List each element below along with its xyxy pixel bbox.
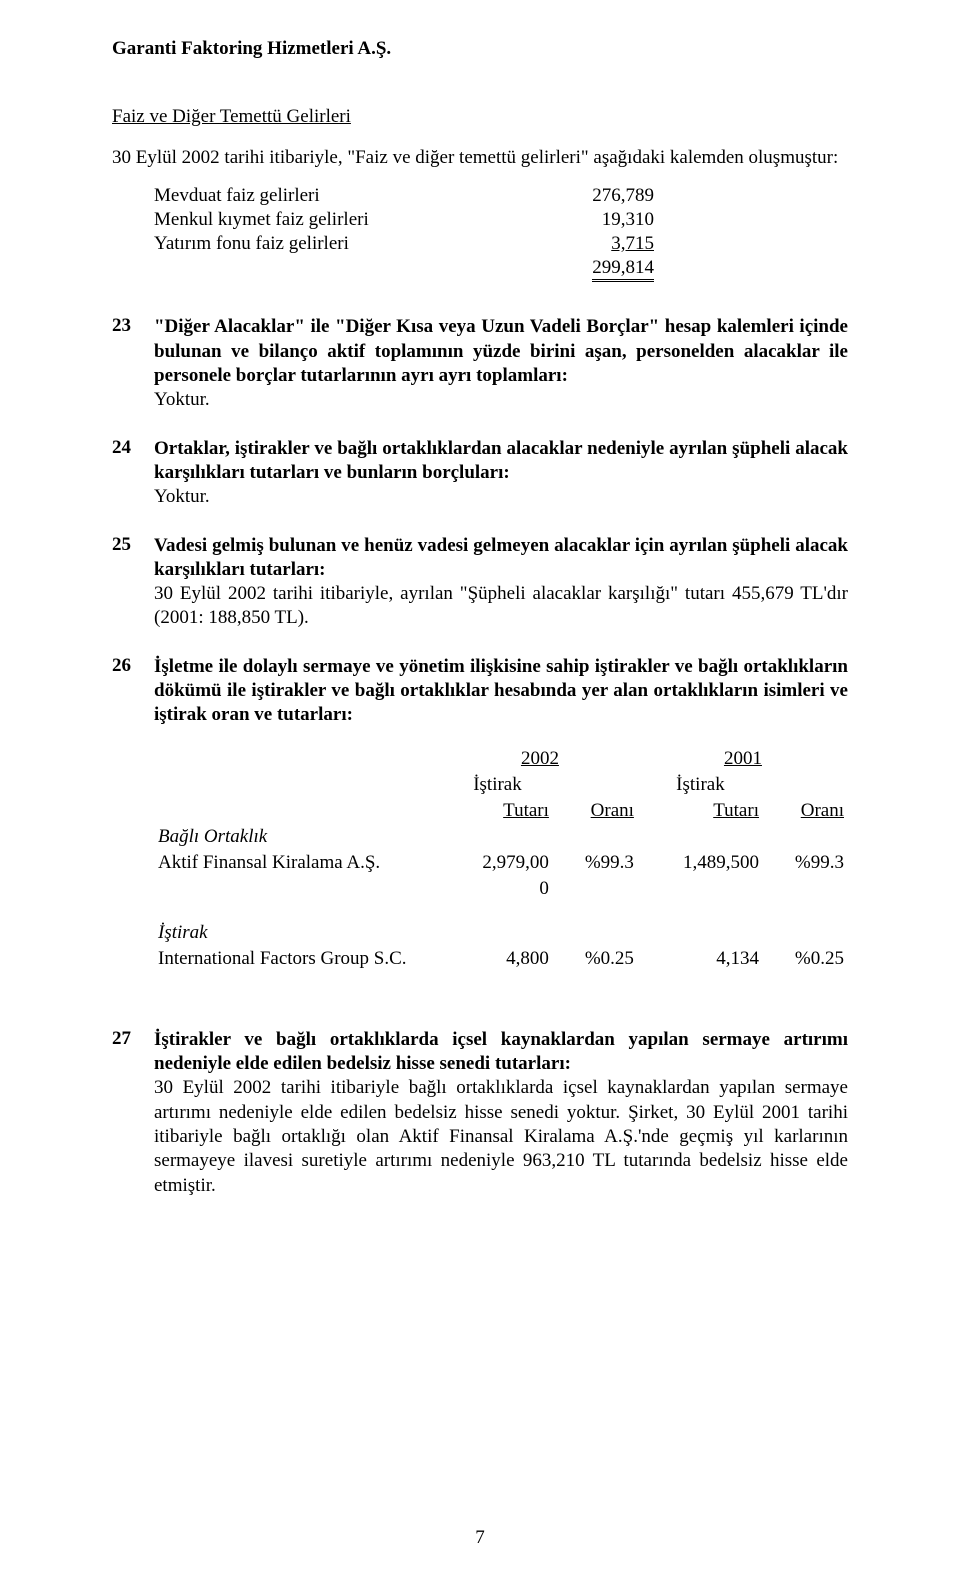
note-title: Vadesi gelmiş bulunan ve henüz vadesi ge…	[154, 534, 848, 583]
istirak-table: 2002 2001 İştirak İştirak Tutarı Oranı	[154, 746, 848, 972]
istirak-header: İştirak	[442, 772, 553, 798]
income-value: 276,789	[534, 184, 654, 208]
note-text: 30 Eylül 2002 tarihi itibariyle bağlı or…	[154, 1076, 848, 1198]
value-cell: %99.3	[763, 850, 848, 876]
year-header: 2001	[638, 746, 848, 772]
income-value: 19,310	[534, 208, 654, 232]
table-row: 0	[154, 876, 848, 902]
note-number: 24	[112, 437, 154, 510]
table-row: Bağlı Ortaklık	[154, 824, 848, 850]
year-header: 2002	[442, 746, 638, 772]
note-number: 27	[112, 1028, 154, 1198]
table-row: Yatırım fonu faiz gelirleri 3,715	[112, 232, 848, 256]
subsidiary-name: International Factors Group S.C.	[154, 946, 442, 972]
page-number: 7	[0, 1527, 960, 1549]
income-label: Mevduat faiz gelirleri	[154, 184, 534, 208]
value-cell: 0	[442, 876, 553, 902]
table-row: 299,814	[112, 256, 848, 283]
group-label: Bağlı Ortaklık	[154, 824, 442, 850]
note-25: 25 Vadesi gelmiş bulunan ve henüz vadesi…	[112, 534, 848, 631]
note-text: 30 Eylül 2002 tarihi itibariyle, ayrılan…	[154, 582, 848, 631]
note-title: Ortaklar, iştirakler ve bağlı ortaklıkla…	[154, 437, 848, 486]
document-page: Garanti Faktoring Hizmetleri A.Ş. Faiz v…	[0, 0, 960, 1577]
table-row: İştirak İştirak	[154, 772, 848, 798]
note-24: 24 Ortaklar, iştirakler ve bağlı ortaklı…	[112, 437, 848, 510]
note-27: 27 İştirakler ve bağlı ortaklıklarda içs…	[112, 1028, 848, 1198]
group-label: İştirak	[154, 920, 442, 946]
note-number: 26	[112, 655, 154, 1004]
table-row: Menkul kıymet faiz gelirleri 19,310	[112, 208, 848, 232]
value-cell: 4,800	[442, 946, 553, 972]
col-header: Tutarı	[442, 798, 553, 824]
note-title: İşletme ile dolaylı sermaye ve yönetim i…	[154, 655, 848, 728]
note-number: 25	[112, 534, 154, 631]
value-cell: 2,979,00	[442, 850, 553, 876]
income-label: Menkul kıymet faiz gelirleri	[154, 208, 534, 232]
note-26: 26 İşletme ile dolaylı sermaye ve yöneti…	[112, 655, 848, 1004]
table-row: 2002 2001	[154, 746, 848, 772]
value-cell: %0.25	[553, 946, 638, 972]
income-value: 3,715	[534, 232, 654, 256]
table-row: Tutarı Oranı Tutarı Oranı	[154, 798, 848, 824]
value-cell: 1,489,500	[638, 850, 763, 876]
income-total: 299,814	[534, 256, 654, 283]
table-row: Mevduat faiz gelirleri 276,789	[112, 184, 848, 208]
table-row: Aktif Finansal Kiralama A.Ş. 2,979,00 %9…	[154, 850, 848, 876]
value-cell: %99.3	[553, 850, 638, 876]
income-label: Yatırım fonu faiz gelirleri	[154, 232, 534, 256]
col-header: Tutarı	[638, 798, 763, 824]
table-row: International Factors Group S.C. 4,800 %…	[154, 946, 848, 972]
income-table: Mevduat faiz gelirleri 276,789 Menkul kı…	[112, 184, 848, 283]
note-text: Yoktur.	[154, 388, 848, 412]
col-header: Oranı	[763, 798, 848, 824]
note-title: İştirakler ve bağlı ortaklıklarda içsel …	[154, 1028, 848, 1077]
istirak-header: İştirak	[638, 772, 763, 798]
note-number: 23	[112, 315, 154, 412]
section-title: Faiz ve Diğer Temettü Gelirleri	[112, 106, 848, 128]
section-intro: 30 Eylül 2002 tarihi itibariyle, "Faiz v…	[112, 146, 848, 170]
table-row	[154, 902, 848, 920]
col-header: Oranı	[553, 798, 638, 824]
note-title: "Diğer Alacaklar" ile "Diğer Kısa veya U…	[154, 315, 848, 388]
note-23: 23 "Diğer Alacaklar" ile "Diğer Kısa vey…	[112, 315, 848, 412]
company-header: Garanti Faktoring Hizmetleri A.Ş.	[112, 38, 848, 60]
note-text: Yoktur.	[154, 485, 848, 509]
table-row: İştirak	[154, 920, 848, 946]
subsidiary-name: Aktif Finansal Kiralama A.Ş.	[154, 850, 442, 876]
value-cell: %0.25	[763, 946, 848, 972]
value-cell: 4,134	[638, 946, 763, 972]
